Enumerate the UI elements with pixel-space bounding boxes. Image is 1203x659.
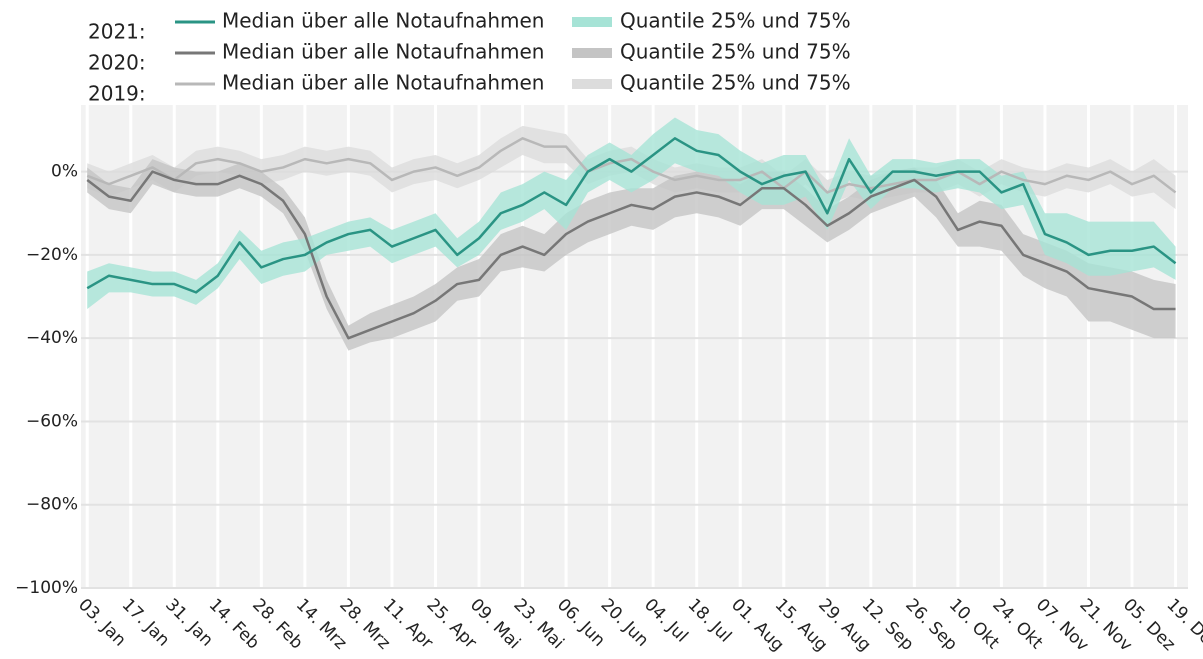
legend-label: Quantile 25% und 75% bbox=[620, 9, 851, 33]
quantile-band bbox=[87, 159, 1176, 351]
legend-band-swatch bbox=[572, 17, 612, 27]
legend-label: Quantile 25% und 75% bbox=[620, 71, 851, 95]
legend-band-swatch bbox=[572, 79, 612, 89]
y-tick-label: −20% bbox=[26, 245, 78, 265]
median-line bbox=[86, 137, 1177, 294]
y-tick-label: −100% bbox=[15, 578, 78, 598]
y-tick-label: −60% bbox=[26, 411, 78, 431]
x-tick-label: 31. Jan bbox=[161, 595, 217, 651]
legend-label: Quantile 25% und 75% bbox=[620, 40, 851, 64]
x-tick-label: 18. Jul bbox=[684, 595, 736, 647]
legend-label: Median über alle Notaufnahmen bbox=[222, 71, 544, 95]
legend-band-swatch bbox=[572, 48, 612, 58]
y-tick-label: −40% bbox=[26, 328, 78, 348]
bands bbox=[87, 117, 1176, 351]
legend-year: 2021: bbox=[88, 20, 146, 44]
legend-label: Median über alle Notaufnahmen bbox=[222, 40, 544, 64]
legend-year: 2019: bbox=[88, 82, 146, 106]
legend-year: 2020: bbox=[88, 51, 146, 75]
legend-label: Median über alle Notaufnahmen bbox=[222, 9, 544, 33]
median-line bbox=[86, 137, 1177, 194]
x-tick-label: 17. Jan bbox=[118, 595, 174, 651]
y-tick-label: −80% bbox=[26, 495, 78, 515]
median-line bbox=[86, 170, 1176, 340]
y-tick-label: 0% bbox=[51, 162, 78, 182]
x-tick-label: 03. Jan bbox=[74, 595, 130, 651]
quantile-band bbox=[87, 117, 1176, 310]
lines bbox=[86, 137, 1177, 340]
legend: 2021: Median über alle Notaufnahmen Quanti… bbox=[88, 9, 851, 106]
x-tick-label: 20. Jun bbox=[597, 595, 653, 651]
